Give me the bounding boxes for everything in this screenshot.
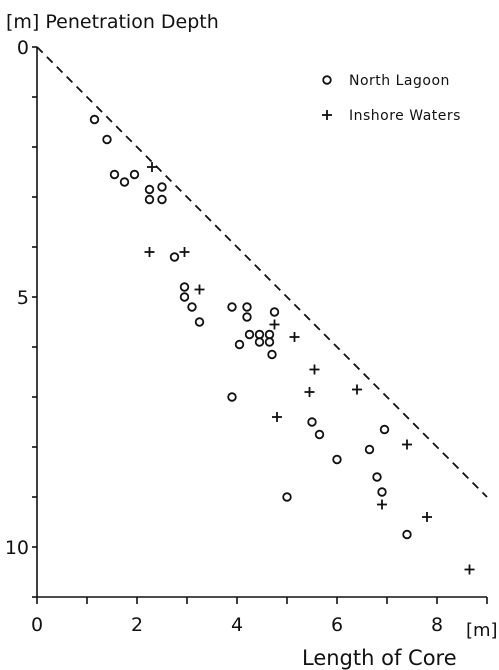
inshore-waters-point bbox=[144, 247, 155, 257]
north-lagoon-point bbox=[264, 337, 275, 347]
north-lagoon-point bbox=[264, 329, 275, 340]
north-lagoon-point bbox=[144, 184, 155, 195]
north-lagoon-point bbox=[119, 177, 130, 187]
inshore-waters-point bbox=[402, 439, 412, 450]
legend-marker-plus bbox=[322, 110, 332, 120]
inshore-waters-point bbox=[272, 412, 282, 422]
inshore-waters-point bbox=[269, 319, 280, 330]
inshore-waters-point bbox=[422, 512, 432, 522]
north-lagoon-point bbox=[364, 444, 375, 455]
x-tick-label: 2 bbox=[131, 614, 143, 636]
north-lagoon-point bbox=[102, 134, 112, 145]
north-lagoon-point bbox=[267, 349, 277, 360]
north-lagoon-point bbox=[227, 392, 237, 402]
inshore-waters-point bbox=[194, 284, 205, 295]
legend-marker-circle bbox=[322, 75, 332, 85]
north-lagoon-point bbox=[179, 292, 190, 302]
north-lagoon-point bbox=[129, 169, 140, 180]
y-axis-title: [m] Penetration Depth bbox=[6, 11, 219, 33]
north-lagoon-point bbox=[282, 492, 292, 502]
y-tick-label: 0 bbox=[17, 37, 29, 59]
north-lagoon-point bbox=[144, 194, 155, 205]
inshore-waters-point bbox=[352, 384, 362, 395]
inshore-waters-point bbox=[289, 332, 300, 342]
x-axis-title: Length of Core bbox=[302, 646, 457, 670]
x-tick-label: 0 bbox=[31, 614, 43, 636]
y-tick-label: 5 bbox=[17, 287, 29, 309]
legend-label: Inshore Waters bbox=[349, 108, 461, 124]
x-tick-label: 6 bbox=[331, 614, 343, 636]
axes: 0 2 4 6 8 0 5 10 bbox=[5, 37, 488, 636]
north-lagoon-point bbox=[242, 312, 252, 322]
legend-label: North Lagoon bbox=[349, 73, 450, 89]
north-lagoon-point bbox=[254, 329, 265, 340]
north-lagoon-point bbox=[244, 329, 255, 340]
north-lagoon-point bbox=[307, 417, 317, 427]
north-lagoon-point bbox=[157, 194, 167, 205]
inshore-waters-point bbox=[464, 564, 475, 575]
north-lagoon-point bbox=[372, 472, 382, 482]
x-axis-unit: [m] bbox=[466, 620, 498, 641]
north-lagoon-point bbox=[379, 424, 390, 435]
north-lagoon-point bbox=[157, 182, 167, 192]
north-lagoon-point bbox=[402, 529, 412, 540]
north-lagoon-point bbox=[242, 302, 252, 312]
y-tick-label: 10 bbox=[5, 537, 29, 559]
north-lagoon-point bbox=[89, 114, 100, 125]
inshore-waters-point bbox=[309, 364, 320, 375]
x-tick-label: 4 bbox=[231, 614, 243, 636]
data-points bbox=[89, 114, 475, 575]
north-lagoon-point bbox=[314, 429, 325, 440]
north-lagoon-point bbox=[179, 282, 190, 292]
inshore-waters-point bbox=[147, 162, 157, 172]
north-lagoon-point bbox=[269, 307, 280, 317]
north-lagoon-point bbox=[377, 487, 387, 497]
inshore-waters-point bbox=[179, 247, 190, 257]
north-lagoon-point bbox=[194, 317, 205, 327]
inshore-waters-point bbox=[377, 499, 387, 510]
x-tick-label: 8 bbox=[431, 614, 443, 636]
inshore-waters-point bbox=[304, 387, 315, 397]
north-lagoon-point bbox=[187, 302, 197, 312]
north-lagoon-point bbox=[234, 339, 245, 350]
north-lagoon-point bbox=[227, 302, 237, 312]
north-lagoon-point bbox=[169, 252, 180, 262]
north-lagoon-point bbox=[332, 454, 342, 465]
north-lagoon-point bbox=[254, 337, 265, 347]
legend: North Lagoon Inshore Waters bbox=[322, 73, 461, 124]
north-lagoon-point bbox=[109, 169, 120, 180]
